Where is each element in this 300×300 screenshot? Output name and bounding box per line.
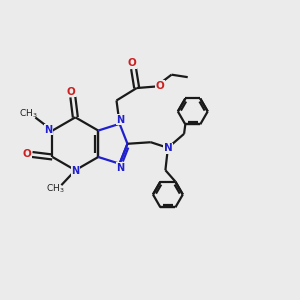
Text: O: O	[22, 148, 31, 159]
Text: O: O	[156, 81, 165, 91]
Text: O: O	[128, 58, 136, 68]
Text: N: N	[44, 124, 52, 135]
Text: N: N	[116, 115, 124, 125]
Text: N: N	[164, 143, 172, 153]
Text: O: O	[67, 86, 76, 97]
Text: CH$_3$: CH$_3$	[46, 183, 64, 195]
Text: N: N	[116, 163, 124, 173]
Text: N: N	[72, 166, 80, 176]
Text: CH$_3$: CH$_3$	[19, 107, 38, 120]
